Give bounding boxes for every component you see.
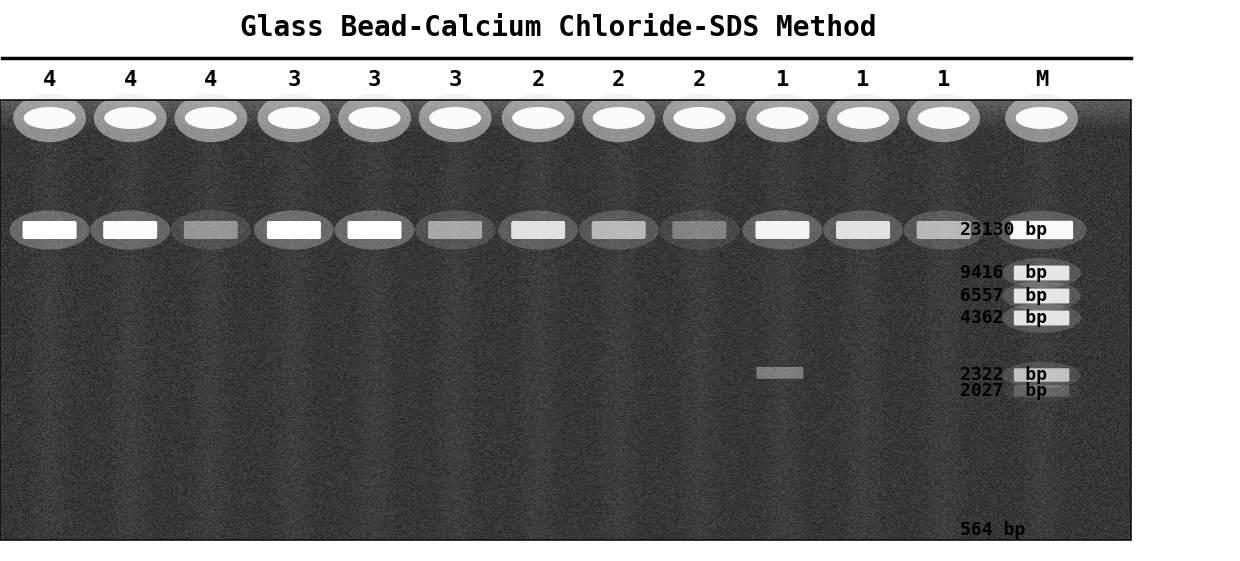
Ellipse shape [348,107,401,129]
Ellipse shape [1002,303,1081,333]
FancyBboxPatch shape [267,221,321,239]
Ellipse shape [997,211,1086,249]
Ellipse shape [837,107,889,129]
Ellipse shape [1016,107,1068,129]
Text: 2027  bp: 2027 bp [960,382,1047,400]
Ellipse shape [918,107,970,129]
Ellipse shape [746,94,818,142]
Ellipse shape [827,94,899,142]
Text: 23130 bp: 23130 bp [960,221,1047,239]
Ellipse shape [258,94,330,142]
Text: 564 bp: 564 bp [960,521,1025,539]
Text: 1: 1 [937,70,950,90]
Ellipse shape [1006,94,1078,142]
Ellipse shape [583,94,655,142]
Ellipse shape [254,210,334,250]
Ellipse shape [419,94,491,142]
Bar [0,100,1131,540]
Ellipse shape [579,210,658,250]
Ellipse shape [1002,281,1081,311]
Ellipse shape [10,210,89,250]
Text: 6557  bp: 6557 bp [960,287,1047,305]
Text: 4: 4 [43,70,56,90]
FancyBboxPatch shape [1014,368,1069,381]
FancyBboxPatch shape [756,367,804,379]
FancyBboxPatch shape [836,221,890,239]
FancyBboxPatch shape [1014,385,1069,397]
Ellipse shape [908,94,980,142]
FancyBboxPatch shape [1011,221,1073,239]
Text: 1: 1 [857,70,869,90]
Ellipse shape [1002,258,1081,288]
Ellipse shape [743,210,822,250]
Ellipse shape [104,107,156,129]
FancyBboxPatch shape [916,221,971,239]
FancyBboxPatch shape [1014,311,1069,325]
FancyBboxPatch shape [672,221,727,239]
Ellipse shape [185,107,237,129]
Text: 3: 3 [288,70,300,90]
Text: 1: 1 [776,70,789,90]
Ellipse shape [268,107,320,129]
Ellipse shape [512,107,564,129]
Ellipse shape [171,210,250,250]
Text: 9416  bp: 9416 bp [960,264,1047,282]
FancyBboxPatch shape [22,221,77,239]
FancyBboxPatch shape [591,221,646,239]
Ellipse shape [498,210,578,250]
Text: 2: 2 [613,70,625,90]
Ellipse shape [94,94,166,142]
FancyBboxPatch shape [184,221,238,239]
Text: 4: 4 [205,70,217,90]
FancyBboxPatch shape [347,221,402,239]
Text: 2322  bp: 2322 bp [960,366,1047,384]
Text: 2: 2 [532,70,544,90]
FancyBboxPatch shape [1014,288,1069,304]
Text: 4: 4 [124,70,136,90]
FancyBboxPatch shape [1014,265,1069,280]
Ellipse shape [823,210,903,250]
Ellipse shape [756,107,808,129]
Ellipse shape [904,210,983,250]
Ellipse shape [663,94,735,142]
Ellipse shape [24,107,76,129]
Ellipse shape [660,210,739,250]
Ellipse shape [1002,362,1081,388]
Ellipse shape [335,210,414,250]
Ellipse shape [175,94,247,142]
FancyBboxPatch shape [511,221,565,239]
FancyBboxPatch shape [103,221,157,239]
Text: 3: 3 [368,70,381,90]
Text: 3: 3 [449,70,461,90]
FancyBboxPatch shape [428,221,482,239]
Text: M: M [1035,70,1048,90]
Text: 4362  bp: 4362 bp [960,309,1047,327]
Ellipse shape [673,107,725,129]
Ellipse shape [502,94,574,142]
Text: Glass Bead-Calcium Chloride-SDS Method: Glass Bead-Calcium Chloride-SDS Method [239,14,877,42]
Text: 2: 2 [693,70,706,90]
Ellipse shape [415,210,495,250]
Ellipse shape [91,210,170,250]
Ellipse shape [339,94,410,142]
FancyBboxPatch shape [755,221,810,239]
Ellipse shape [14,94,86,142]
Ellipse shape [593,107,645,129]
Ellipse shape [1002,380,1081,402]
Ellipse shape [429,107,481,129]
